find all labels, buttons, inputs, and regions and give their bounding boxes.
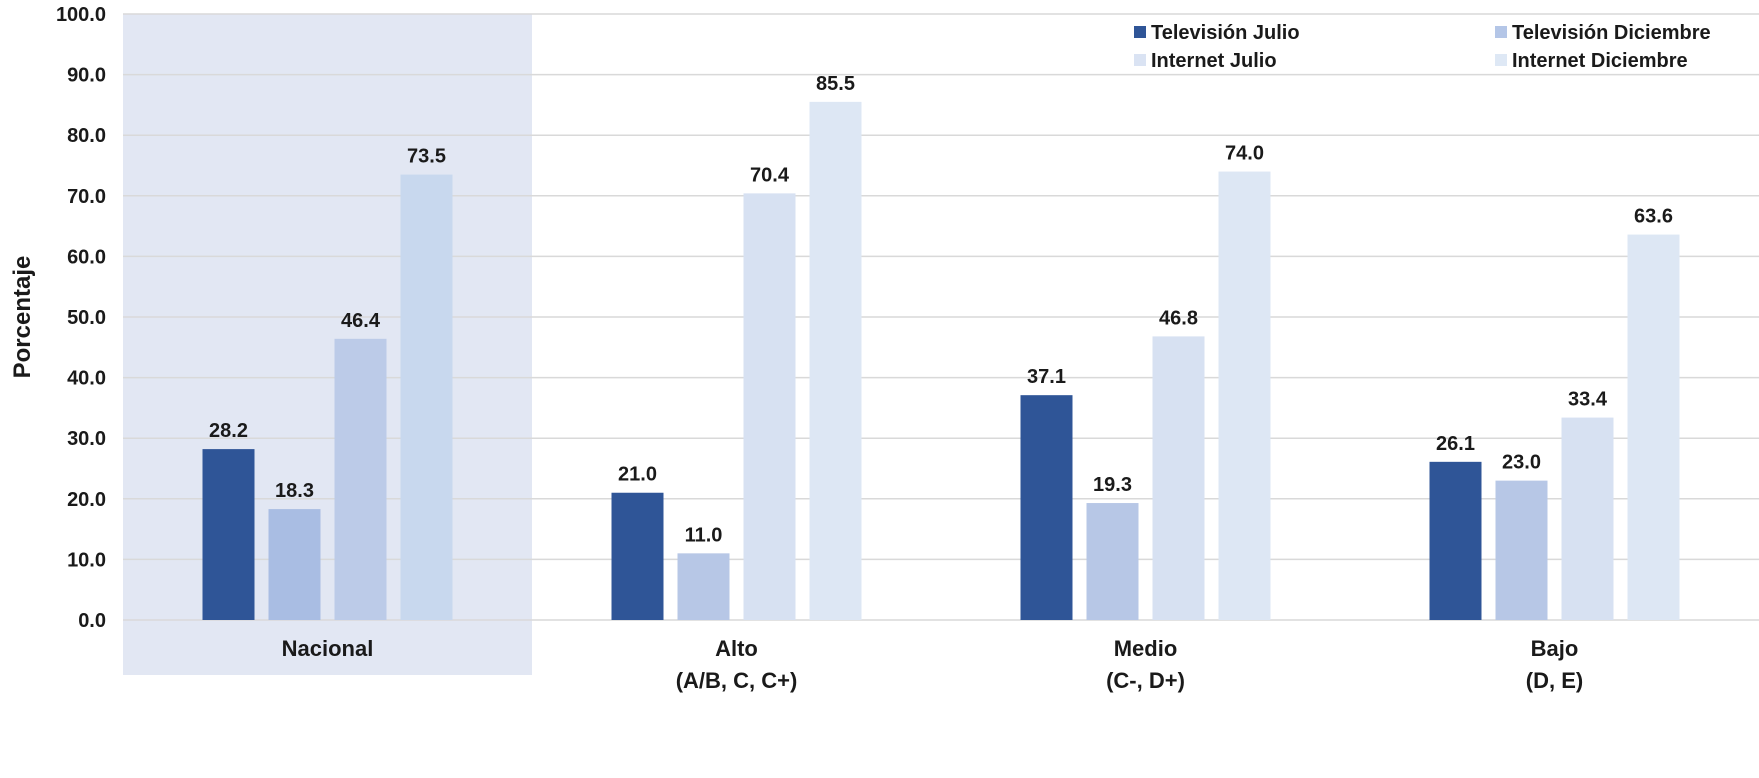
y-tick-label: 80.0 (67, 125, 106, 147)
bar (1429, 461, 1482, 620)
bars (202, 101, 1680, 621)
bar-value-label: 19.3 (1093, 474, 1132, 496)
legend-label: Internet Diciembre (1512, 50, 1688, 72)
bar (743, 193, 796, 620)
legend-swatch (1495, 54, 1507, 66)
legend-swatch (1134, 26, 1146, 38)
bar (334, 338, 387, 620)
bar-value-label: 21.0 (618, 464, 657, 486)
legend-swatch (1134, 54, 1146, 66)
bar-value-label: 28.2 (209, 420, 248, 442)
bar (611, 492, 664, 620)
x-tick-labels: Nacional Alto (A/B, C, C+) Medio (C-, D+) Baj… (282, 636, 1584, 693)
y-tick-label: 50.0 (67, 307, 106, 329)
y-tick-label: 40.0 (67, 368, 106, 390)
bar-value-label: 46.4 (341, 310, 381, 332)
bar-value-label: 26.1 (1436, 433, 1475, 455)
bar (1152, 336, 1205, 620)
x-tick-label: Medio (1114, 636, 1178, 661)
bar (1561, 417, 1614, 620)
bar (1086, 503, 1139, 620)
bar-value-label: 11.0 (685, 524, 723, 546)
highlight-band (123, 14, 532, 675)
x-tick-sublabel: (A/B, C, C+) (676, 668, 798, 693)
legend-swatch (1495, 26, 1507, 38)
x-tick-label: Nacional (282, 636, 374, 661)
bar-value-label: 63.6 (1634, 206, 1673, 228)
x-tick-sublabel: (D, E) (1526, 668, 1583, 693)
legend-label: Internet Julio (1151, 50, 1277, 72)
x-tick-sublabel: (C-, D+) (1106, 668, 1185, 693)
y-tick-label: 90.0 (67, 65, 106, 87)
legend-label: Televisión Diciembre (1512, 22, 1711, 44)
bar (677, 553, 730, 620)
bar (1218, 171, 1271, 620)
x-tick-label: Alto (715, 636, 758, 661)
y-tick-label: 0.0 (78, 610, 106, 632)
legend: Televisión Julio Televisión Diciembre Inte… (1134, 22, 1711, 72)
bar-value-label: 18.3 (275, 480, 314, 502)
bar (268, 509, 321, 620)
y-tick-label: 70.0 (67, 186, 106, 208)
bar-value-label: 23.0 (1502, 452, 1541, 474)
y-axis-label: Porcentaje (9, 256, 36, 379)
y-tick-label: 100.0 (56, 4, 106, 26)
y-tick-label: 30.0 (67, 428, 106, 450)
y-tick-labels: 0.0 10.0 20.0 30.0 40.0 50.0 60.0 70.0 80.0 90.0 1… (56, 4, 106, 632)
y-tick-label: 10.0 (67, 549, 106, 571)
y-tick-label: 60.0 (67, 246, 106, 268)
bar-value-label: 73.5 (407, 146, 446, 168)
bar (1020, 395, 1073, 620)
bar (202, 449, 255, 620)
bar-value-label: 70.4 (750, 164, 790, 186)
bar-value-label: 85.5 (816, 73, 855, 95)
x-tick-label: Bajo (1531, 636, 1579, 661)
bar (809, 101, 862, 621)
gridlines (123, 13, 1759, 621)
bar (1495, 480, 1548, 620)
bar-value-label: 46.8 (1159, 307, 1198, 329)
y-tick-label: 20.0 (67, 489, 106, 511)
bar-value-label: 74.0 (1225, 143, 1264, 165)
bar (1627, 234, 1680, 621)
legend-label: Televisión Julio (1151, 22, 1300, 44)
bar-value-labels: 28.2 18.3 46.4 73.5 21.0 11.0 70.4 85.5 37.1 19.3… (209, 73, 1673, 546)
bar (400, 174, 453, 620)
bar-value-label: 37.1 (1027, 366, 1066, 388)
bar-value-label: 33.4 (1568, 389, 1608, 411)
